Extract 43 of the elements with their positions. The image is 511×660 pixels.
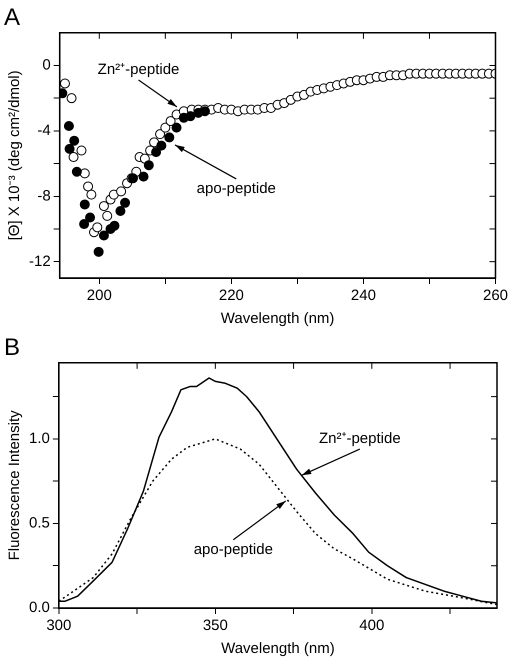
y-tick-label: 0.5: [28, 514, 50, 532]
point: [94, 246, 104, 257]
point: [109, 220, 120, 231]
x-tick-label: 240: [350, 287, 376, 304]
point: [172, 122, 182, 133]
point: [69, 136, 80, 146]
y-axis-title: [Θ] X 10⁻³ (deg cm²/dmol): [6, 70, 24, 240]
point: [85, 212, 96, 223]
annotation: Zn²⁺-peptide: [98, 61, 180, 78]
y-axis-title: Fluorescence Intensity: [6, 410, 24, 560]
x-axis-title: Wavelength (nm): [221, 640, 335, 658]
point: [64, 144, 75, 154]
point: [72, 166, 82, 177]
point: [80, 199, 90, 210]
annotation: Zn²⁺-peptide: [318, 430, 401, 448]
point: [185, 111, 196, 122]
y-tick-label: -12: [28, 252, 51, 270]
point: [138, 172, 149, 182]
point: [115, 206, 126, 216]
chart-title: A: [4, 4, 20, 32]
annotation: apo-peptide: [196, 180, 276, 198]
x-axis-title: Wavelength (nm): [220, 310, 334, 328]
x-tick-label: 400: [359, 617, 384, 634]
chart-title: B: [4, 334, 20, 362]
x-tick-label: 200: [86, 287, 112, 304]
y-tick-label: -4: [37, 122, 51, 140]
point: [156, 140, 166, 151]
x-tick-label: 220: [218, 287, 244, 304]
y-tick-label: 0: [42, 56, 51, 74]
x-tick-label: 300: [46, 617, 72, 634]
x-tick-label: 350: [202, 617, 228, 634]
point: [144, 160, 154, 170]
point: [98, 230, 109, 240]
y-tick-label: 0.0: [28, 599, 50, 616]
x-tick-label: 260: [482, 287, 508, 304]
point: [120, 198, 130, 208]
y-tick-label: 1.0: [28, 430, 50, 448]
point: [79, 219, 90, 230]
point: [164, 132, 174, 142]
point: [64, 120, 74, 131]
annotation: apo-peptide: [194, 540, 273, 558]
y-tick-label: -8: [37, 187, 51, 204]
point: [151, 147, 162, 158]
